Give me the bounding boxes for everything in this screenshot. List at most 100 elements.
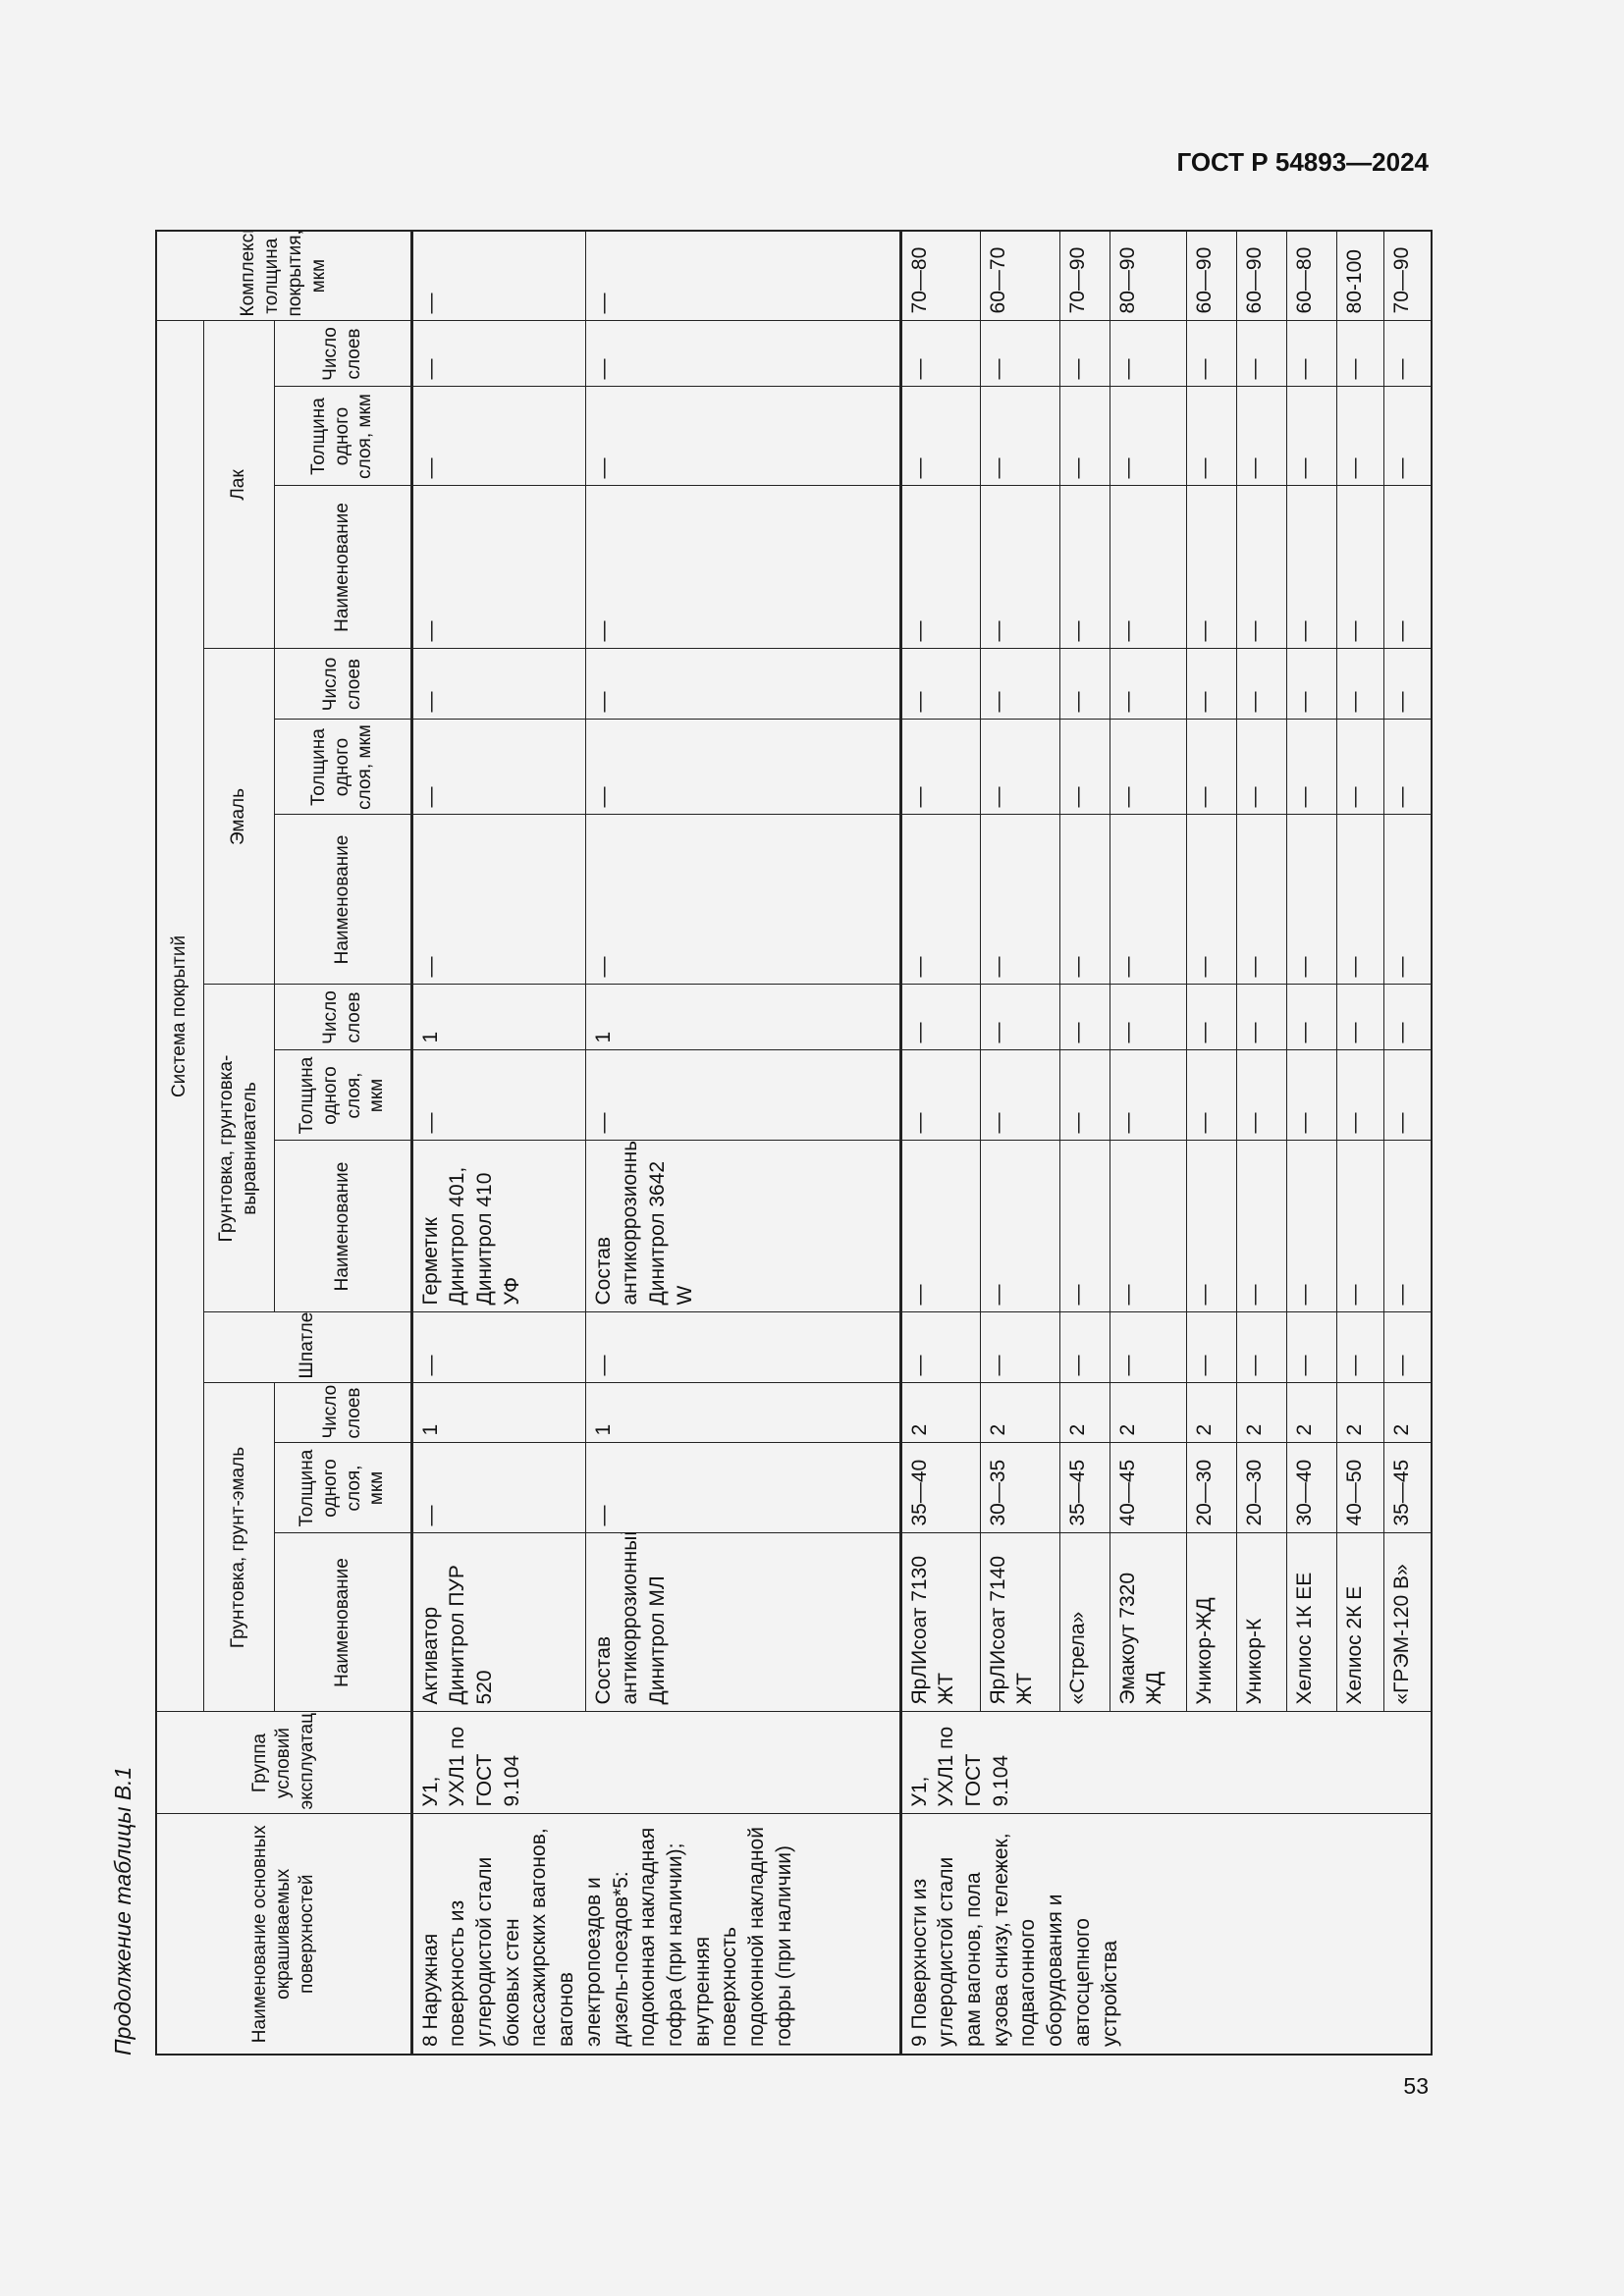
table-cell: —	[1383, 815, 1432, 985]
table-cell: —	[980, 649, 1059, 720]
table-cell: —	[1336, 985, 1383, 1050]
table-cell: —	[1059, 649, 1110, 720]
table-cell: —	[1383, 320, 1432, 387]
table-cell: 35—40	[900, 1443, 980, 1533]
table-caption: Продолжение таблицы В.1	[110, 1766, 135, 2056]
header-cell: Грунтовка, грунт-эмаль	[203, 1383, 274, 1712]
table-cell: 80—90	[1110, 230, 1186, 321]
header-cell: Комплексная толщина покрытия, мкм	[156, 230, 411, 321]
table-row: 9 Поверхности из углеродистой стали рам …	[900, 230, 1432, 2055]
table-cell: 2	[1110, 1383, 1186, 1443]
table-cell: —	[1286, 320, 1336, 387]
table-cell: —	[411, 1050, 585, 1141]
document-id: ГОСТ Р 54893—2024	[1176, 147, 1429, 177]
table-cell: —	[1286, 649, 1336, 720]
table-cell: —	[900, 985, 980, 1050]
table-cell: Уникор-ЖД	[1186, 1533, 1236, 1712]
table-cell: —	[1059, 720, 1110, 815]
table-cell: —	[1110, 815, 1186, 985]
table-cell: —	[411, 1312, 585, 1383]
table-cell: Уникор-К	[1236, 1533, 1286, 1712]
table-cell: —	[1383, 720, 1432, 815]
table-cell: —	[1186, 1312, 1236, 1383]
table-cell: —	[1110, 1312, 1186, 1383]
table-cell: —	[1336, 1141, 1383, 1312]
table-cell: —	[1110, 1141, 1186, 1312]
table-cell: 2	[1286, 1383, 1336, 1443]
table-cell: 70—90	[1383, 230, 1432, 321]
table-cell: —	[411, 486, 585, 649]
table-cell: —	[1110, 985, 1186, 1050]
table-cell: —	[1336, 649, 1383, 720]
table-cell: —	[1236, 486, 1286, 649]
table-row: 8 Наружная поверхность из углеродистой с…	[411, 230, 900, 2055]
table-cell: —	[585, 1443, 900, 1533]
table-cell: —	[1383, 1141, 1432, 1312]
table-cell: —	[411, 230, 585, 321]
table-cell: ЯрЛИсоат 7130 ЖТ	[900, 1533, 980, 1712]
table-cell: —	[411, 1443, 585, 1533]
table-cell: —	[1336, 320, 1383, 387]
table-cell: 20—30	[1186, 1443, 1236, 1533]
table-cell: —	[1186, 1141, 1236, 1312]
table-cell: —	[1383, 1050, 1432, 1141]
table-cell: —	[411, 815, 585, 985]
table-cell: —	[1236, 387, 1286, 486]
table-cell: 2	[1236, 1383, 1286, 1443]
header-cell: Группа условий эксплуатации	[156, 1712, 411, 1814]
table-cell: 20—30	[1236, 1443, 1286, 1533]
table-cell: —	[585, 230, 900, 321]
table-cell: —	[1186, 815, 1236, 985]
table-cell: —	[980, 1141, 1059, 1312]
table-cell: —	[900, 387, 980, 486]
table-cell: —	[1336, 1312, 1383, 1383]
table-cell: —	[1059, 1141, 1110, 1312]
table-cell: —	[980, 387, 1059, 486]
subheader-cell: Наименование	[274, 815, 411, 985]
table-cell: —	[900, 1312, 980, 1383]
table-cell: —	[1286, 1141, 1336, 1312]
table-cell: Активатор Динитрол ПУР 520	[411, 1533, 585, 1712]
table-cell: —	[1383, 1312, 1432, 1383]
table-cell: —	[1059, 985, 1110, 1050]
table-cell: —	[1186, 649, 1236, 720]
table-cell: 60—90	[1236, 230, 1286, 321]
table-cell: —	[980, 320, 1059, 387]
group-cell: У1, УХЛ1 по ГОСТ 9.104	[900, 1712, 1432, 1814]
table-cell: 2	[1336, 1383, 1383, 1443]
table-cell: —	[1336, 486, 1383, 649]
header-cell: Шпатлевка	[203, 1312, 411, 1383]
table-cell: 35—45	[1383, 1443, 1432, 1533]
table-cell: 1	[411, 1383, 585, 1443]
table-cell: —	[585, 486, 900, 649]
header-cell: Система покрытий	[156, 320, 203, 1712]
table-cell: Эмакоут 7320 ЖД	[1110, 1533, 1186, 1712]
table-cell: —	[1236, 1141, 1286, 1312]
table-cell: —	[1286, 486, 1336, 649]
table-cell: —	[980, 1312, 1059, 1383]
table-cell: —	[1236, 320, 1286, 387]
table-cell: ЯрЛИсоат 7140 ЖТ	[980, 1533, 1059, 1712]
subheader-cell: Наименование	[274, 486, 411, 649]
table-cell: —	[900, 486, 980, 649]
table-cell: —	[1110, 320, 1186, 387]
table-cell: —	[1286, 720, 1336, 815]
subheader-cell: Толщина одного слоя, мкм	[274, 1050, 411, 1141]
table-cell: 1	[411, 985, 585, 1050]
coating-table: Наименование основных окрашиваемых повер…	[155, 229, 1433, 2056]
table-cell: 70—80	[900, 230, 980, 321]
header-row: Наименование основных окрашиваемых повер…	[156, 230, 411, 2055]
table-cell: —	[980, 815, 1059, 985]
group-cell: У1, УХЛ1 по ГОСТ 9.104	[411, 1712, 900, 1814]
table-cell: 80-100	[1336, 230, 1383, 321]
table-cell: —	[1286, 985, 1336, 1050]
table-cell: 1	[585, 1383, 900, 1443]
table-cell: —	[1059, 1050, 1110, 1141]
subheader-cell: Наименование	[274, 1533, 411, 1712]
table-cell: 30—40	[1286, 1443, 1336, 1533]
table-cell: —	[1383, 985, 1432, 1050]
subheader-cell: Число слоев	[274, 649, 411, 720]
table-cell: —	[411, 387, 585, 486]
surface-cell: 8 Наружная поверхность из углеродистой с…	[411, 1814, 900, 2055]
